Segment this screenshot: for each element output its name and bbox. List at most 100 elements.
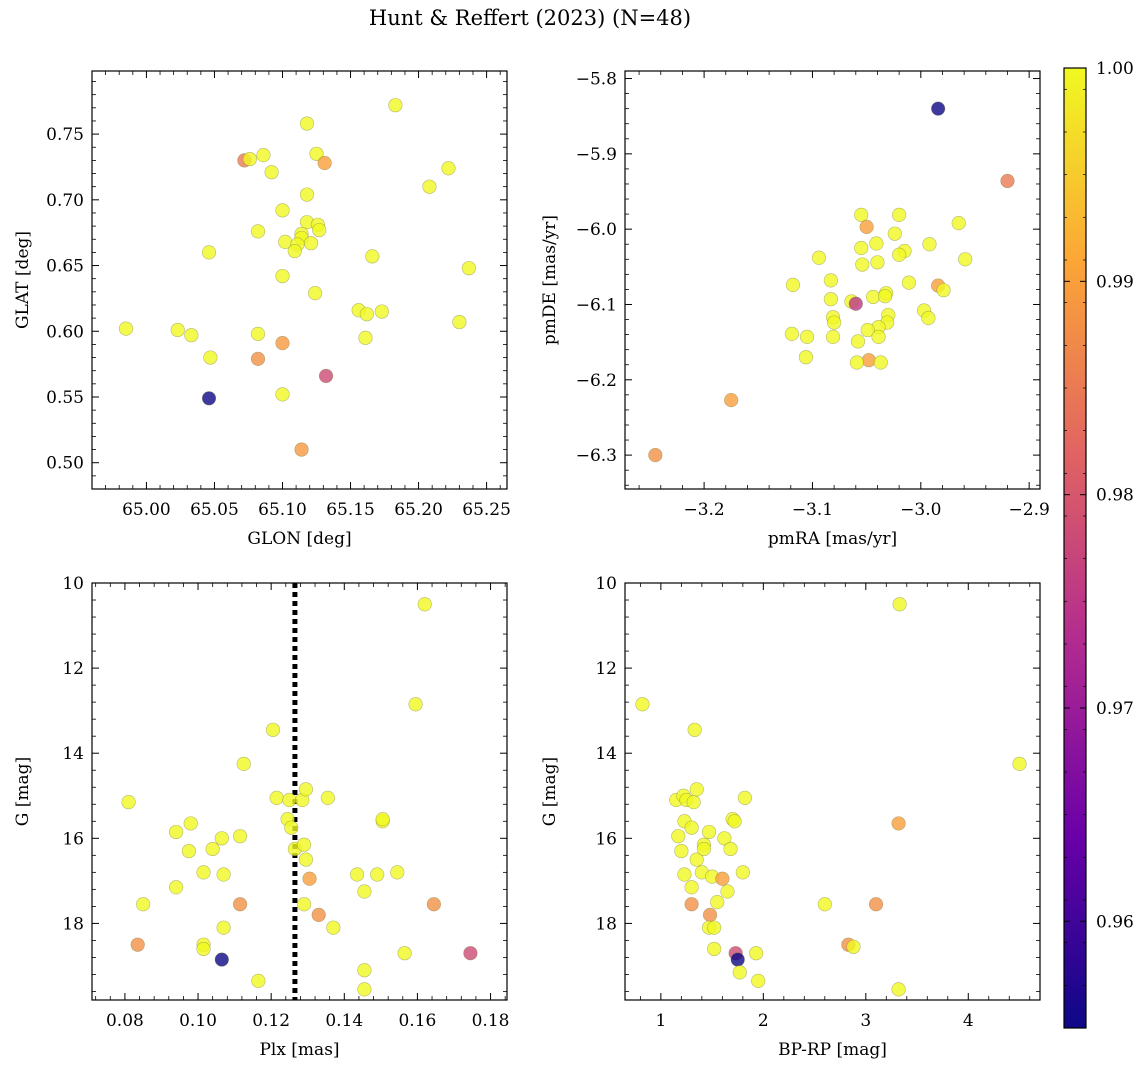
y-tick-label: 16 (595, 829, 617, 849)
scatter-point (397, 946, 412, 961)
scatter-point (724, 393, 739, 408)
scatter-point (799, 329, 815, 344)
scatter-point (635, 697, 650, 712)
scatter-point (784, 326, 799, 341)
scatter-point (684, 820, 699, 835)
scatter-point (827, 315, 842, 330)
colorbar-tick-label: 0.98 (1096, 486, 1134, 506)
scatter-point (275, 203, 290, 218)
y-tick-label: −6.1 (576, 295, 617, 315)
scatter-point (303, 236, 319, 251)
scatter-point (751, 973, 766, 988)
scatter-point (869, 236, 884, 251)
x-tick-label: 65.05 (190, 500, 239, 520)
scatter-point (349, 867, 365, 882)
scatter-point (785, 277, 801, 292)
x-tick-label: 0.14 (325, 1011, 363, 1031)
scatter-point (365, 249, 380, 264)
scatter-point (648, 448, 663, 463)
scatter-point (357, 982, 372, 997)
x-axis-label: BP-RP [mag] (778, 1040, 887, 1060)
scatter-point (250, 326, 266, 341)
panel-pmra-pmde: −3.2 −3.1 −3.0 −2.9 −6.3 −6.2 −6.1 −6.0 −5.9 −5.8… (540, 70, 1050, 549)
x-tick-label: 0.16 (398, 1011, 436, 1031)
y-tick-label: 0.50 (46, 454, 84, 474)
scatter-point (892, 597, 907, 612)
scatter-point (311, 907, 326, 922)
scatter-point (168, 824, 184, 840)
colorbar-tick-label: 0.99 (1096, 272, 1134, 292)
scatter-point (823, 273, 838, 288)
scatter-point (251, 973, 266, 988)
x-tick-label: −3.0 (900, 500, 941, 520)
scatter-point (877, 289, 893, 304)
x-tick-label: 65.25 (462, 500, 511, 520)
y-tick-label: 0.70 (46, 191, 84, 211)
scatter-points (121, 597, 478, 997)
x-tick-label: 65.00 (122, 500, 171, 520)
scatter-point (232, 897, 248, 912)
scatter-point (196, 941, 211, 957)
x-tick-label: 1 (655, 1011, 666, 1031)
scatter-points (118, 98, 477, 457)
y-tick-label: 18 (595, 914, 617, 934)
scatter-point (250, 351, 266, 366)
scatter-point (687, 722, 702, 737)
scatter-point (720, 884, 735, 899)
x-tick-label: 0.08 (106, 1011, 144, 1031)
scatter-point (317, 155, 332, 171)
scatter-point (388, 98, 403, 113)
x-axis-label: Plx [mas] (259, 1040, 339, 1060)
scatter-point (358, 330, 373, 345)
scatter-point (891, 982, 906, 997)
scatter-point (130, 937, 145, 952)
scatter-point (730, 952, 745, 967)
x-tick-label: 65.15 (326, 500, 375, 520)
scatter-point (1000, 173, 1015, 189)
scatter-point (236, 756, 251, 771)
scatter-point (298, 852, 313, 867)
scatter-point (735, 865, 750, 880)
axes-frame (91, 582, 508, 1001)
y-tick-label: −6.3 (576, 446, 617, 466)
scatter-point (859, 219, 874, 235)
scatter-point (302, 871, 317, 886)
scatter-point (873, 355, 888, 370)
scatter-point (707, 941, 722, 957)
y-axis-label: pmDE [mas/yr] (540, 215, 560, 345)
x-tick-label: 2 (758, 1011, 769, 1031)
scatter-point (936, 283, 951, 298)
y-axis-label: G [mag] (540, 757, 560, 826)
scatter-point (922, 237, 937, 252)
scatter-point (452, 314, 467, 330)
scatter-point (674, 843, 689, 859)
scatter-point (892, 247, 907, 262)
scatter-point (811, 250, 827, 265)
scatter-point (326, 920, 341, 935)
colorbar-tick-label: 0.96 (1096, 912, 1134, 932)
scatter-point (242, 151, 257, 167)
scatter-point (825, 329, 841, 344)
scatter-point (871, 329, 886, 344)
scatter-point (463, 946, 478, 961)
scatter-point (121, 795, 136, 810)
scatter-point (677, 867, 692, 882)
figure-title: Hunt & Reffert (2023) (N=48) (368, 6, 692, 30)
scatter-point (299, 116, 315, 131)
scatter-point (422, 179, 437, 194)
scatter-point (296, 897, 312, 912)
scatter-point (931, 101, 946, 116)
scatter-point (201, 391, 217, 406)
scatter-point (707, 920, 722, 935)
axes-frame (91, 70, 508, 490)
scatter-point (375, 812, 390, 827)
scatter-point (250, 224, 266, 239)
scatter-point (817, 897, 832, 912)
scatter-point (701, 824, 717, 840)
scatter-point (216, 920, 231, 935)
scatter-point (284, 820, 299, 835)
scatter-point (850, 334, 866, 349)
y-tick-label: 10 (595, 574, 617, 594)
scatter-point (686, 795, 701, 810)
